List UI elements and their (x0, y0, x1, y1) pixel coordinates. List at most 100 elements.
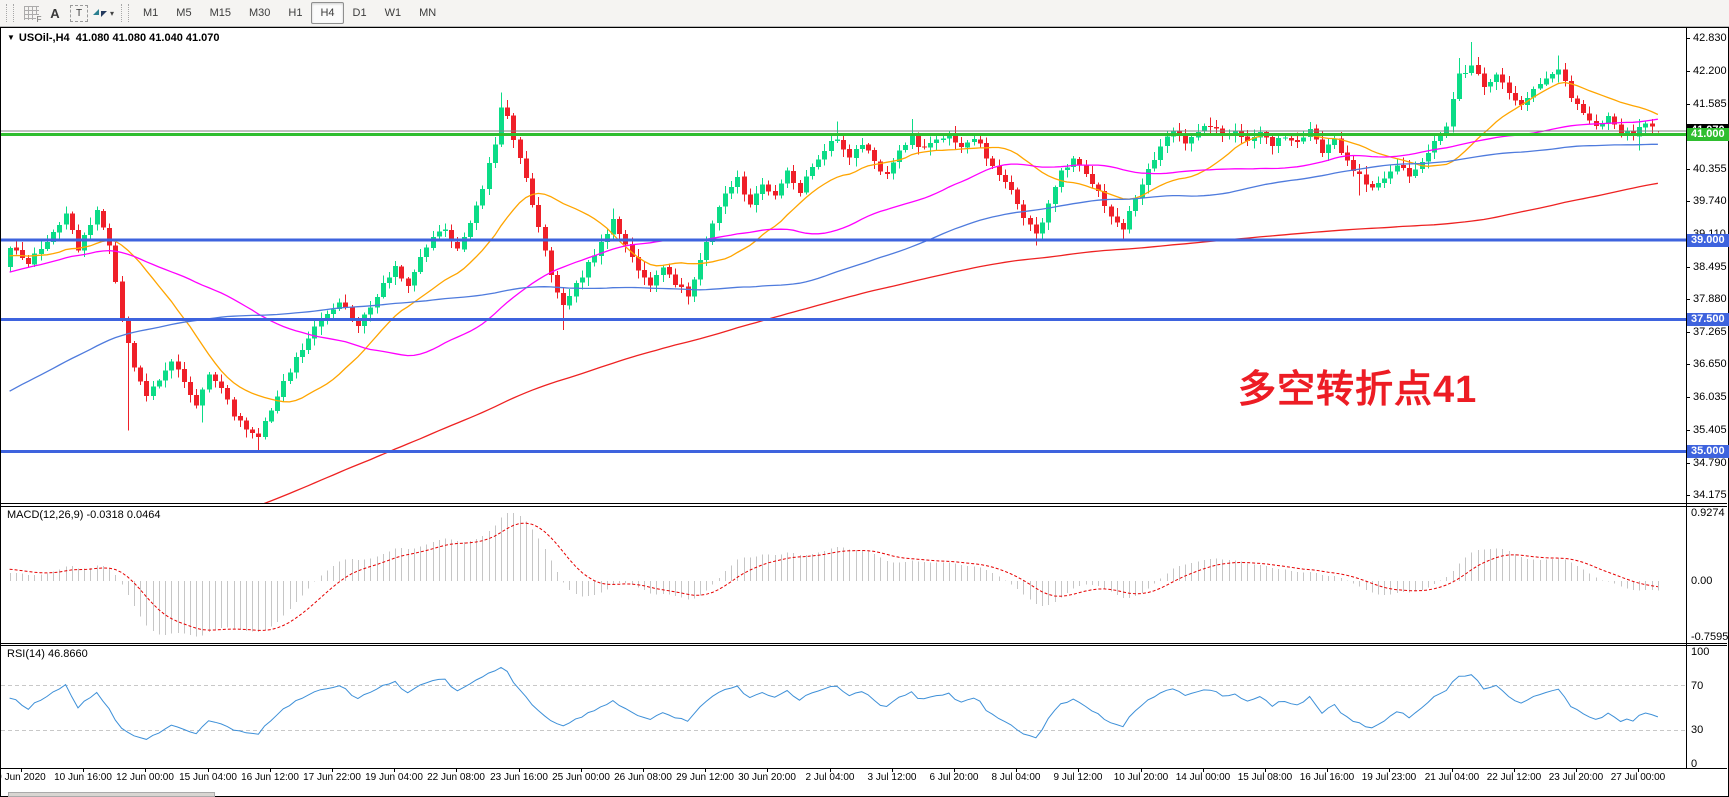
rsi-axis-label: 0 (1691, 758, 1698, 770)
panel-separator[interactable] (0, 503, 1727, 504)
y-axis-tick-label: 36.650 (1693, 358, 1727, 370)
time-axis-tick (1078, 768, 1079, 772)
tf-button-H4[interactable]: H4 (311, 2, 344, 24)
panel-separator[interactable] (0, 643, 1727, 644)
levels-layer (1, 130, 1686, 453)
macd-histogram (10, 513, 1659, 637)
rsi-axis-label: 70 (1691, 680, 1704, 692)
time-axis-tick (1389, 768, 1390, 772)
price-level-label: 37.500 (1687, 313, 1729, 326)
window-border (0, 27, 1, 797)
y-axis-tick (1686, 299, 1690, 300)
text-box-icon[interactable]: T (68, 3, 90, 23)
toolbar-grip (121, 4, 129, 22)
time-axis-label[interactable]: 15 Jun 04:00 (179, 772, 237, 783)
macd-signal-line (9, 522, 1658, 631)
y-axis-tick (1686, 71, 1690, 72)
time-axis-label[interactable]: 14 Jul 00:00 (1175, 772, 1231, 783)
arrows-glyph (93, 9, 107, 17)
toolbar: F A T ▾ M1 M5 M15 M30 H1 H4 D1 W1 MN (0, 0, 1729, 27)
moving-averages-layer (9, 81, 1659, 503)
time-axis-label[interactable]: 2 Jul 04:00 (805, 772, 855, 783)
time-axis-tick (456, 768, 457, 772)
time-axis-label[interactable]: 21 Jul 04:00 (1424, 772, 1480, 783)
time-axis-tick (1638, 768, 1639, 772)
text-label-icon[interactable]: A (50, 5, 60, 21)
time-axis-tick (270, 768, 271, 772)
time-axis-label[interactable]: 19 Jun 04:00 (365, 772, 423, 783)
macd-axis-label: -0.7595 (1691, 631, 1729, 643)
ma-line-48 (9, 118, 1658, 357)
time-axis-label[interactable]: 27 Jul 00:00 (1610, 772, 1666, 783)
macd-plot[interactable] (1, 507, 1686, 643)
time-axis-label[interactable]: 16 Jul 16:00 (1299, 772, 1355, 783)
toolbar-grip (6, 4, 14, 22)
time-axis-label[interactable]: 15 Jul 08:00 (1237, 772, 1293, 783)
y-axis-tick (1686, 201, 1690, 202)
price-level-label: 35.000 (1687, 445, 1729, 458)
tf-button-W1[interactable]: W1 (384, 7, 402, 19)
time-axis-label[interactable]: 23 Jul 20:00 (1548, 772, 1604, 783)
time-axis-label[interactable]: 29 Jun 12:00 (676, 772, 734, 783)
time-axis-label[interactable]: 10 Jul 20:00 (1113, 772, 1169, 783)
time-axis-label[interactable]: 6 Jul 20:00 (929, 772, 979, 783)
panel-separator[interactable] (0, 645, 1727, 646)
time-axis-label[interactable]: 25 Jun 00:00 (552, 772, 610, 783)
time-axis-tick (1203, 768, 1204, 772)
scrollbar-thumb[interactable] (8, 792, 215, 797)
ma-line-18 (9, 81, 1659, 403)
time-axis-label[interactable]: 30 Jun 20:00 (738, 772, 796, 783)
y-axis-tick (1686, 38, 1690, 39)
y-axis-tick-label: 42.830 (1693, 32, 1727, 44)
tf-button-MN[interactable]: MN (419, 7, 437, 19)
y-axis-tick-label: 36.035 (1693, 391, 1727, 403)
time-axis-label[interactable]: 23 Jun 16:00 (490, 772, 548, 783)
rsi-plot[interactable] (1, 647, 1686, 767)
price-axis-line[interactable] (1686, 28, 1687, 768)
time-axis-label[interactable]: 22 Jul 12:00 (1486, 772, 1542, 783)
tf-button-M15[interactable]: M15 (209, 7, 231, 19)
tf-button-M1[interactable]: M1 (143, 7, 159, 19)
time-axis-tick (519, 768, 520, 772)
main-chart-plot[interactable] (1, 28, 1686, 503)
time-axis-tick (892, 768, 893, 772)
panel-separator[interactable] (0, 506, 1727, 507)
rsi-axis-label: 100 (1691, 646, 1710, 658)
y-axis-tick-label: 39.740 (1693, 195, 1727, 207)
time-axis-label[interactable]: 17 Jun 22:00 (303, 772, 361, 783)
time-axis-tick (145, 768, 146, 772)
time-axis-label[interactable]: 12 Jun 00:00 (116, 772, 174, 783)
annotation-text: 多空转折点41 (1238, 369, 1478, 411)
effects-grid-icon[interactable]: F (20, 3, 42, 24)
rsi-panel-title: RSI(14) 46.8660 (7, 648, 88, 660)
time-axis-tick (767, 768, 768, 772)
y-axis-tick (1686, 430, 1690, 431)
dropdown-caret-icon[interactable]: ▾ (109, 8, 114, 18)
time-axis-label[interactable]: 9 Jun 2020 (0, 772, 46, 783)
ohlc-quote-label: 41.080 41.080 41.040 41.070 (75, 32, 220, 44)
time-axis-label[interactable]: 3 Jul 12:00 (867, 772, 917, 783)
tf-button-M5[interactable]: M5 (176, 7, 192, 19)
y-axis-tick-label: 34.790 (1693, 457, 1727, 469)
time-axis-label[interactable]: 10 Jun 16:00 (54, 772, 112, 783)
time-axis-label[interactable]: 16 Jun 12:00 (241, 772, 299, 783)
time-axis-tick (1141, 768, 1142, 772)
symbol-dropdown-icon[interactable]: ▼ (7, 33, 15, 42)
time-axis-label[interactable]: 22 Jun 08:00 (427, 772, 485, 783)
y-axis-tick (1686, 463, 1690, 464)
time-axis-tick (21, 768, 22, 772)
tf-button-D1[interactable]: D1 (352, 7, 367, 19)
time-axis-label[interactable]: 26 Jun 08:00 (614, 772, 672, 783)
time-axis-tick (332, 768, 333, 772)
y-axis-tick (1686, 332, 1690, 333)
time-axis-label[interactable]: 19 Jul 23:00 (1361, 772, 1417, 783)
time-axis-tick (83, 768, 84, 772)
tf-button-H1[interactable]: H1 (288, 7, 303, 19)
time-axis-label[interactable]: 8 Jul 04:00 (991, 772, 1041, 783)
time-axis-tick (394, 768, 395, 772)
time-axis-label[interactable]: 9 Jul 12:00 (1053, 772, 1103, 783)
ma-line-110 (9, 143, 1658, 392)
timeframe-button-group: M1 M5 M15 M30 H1 H4 D1 W1 MN (134, 2, 445, 24)
tf-button-M30[interactable]: M30 (248, 7, 271, 19)
arrange-arrows-icon[interactable]: ▾ (92, 3, 114, 23)
